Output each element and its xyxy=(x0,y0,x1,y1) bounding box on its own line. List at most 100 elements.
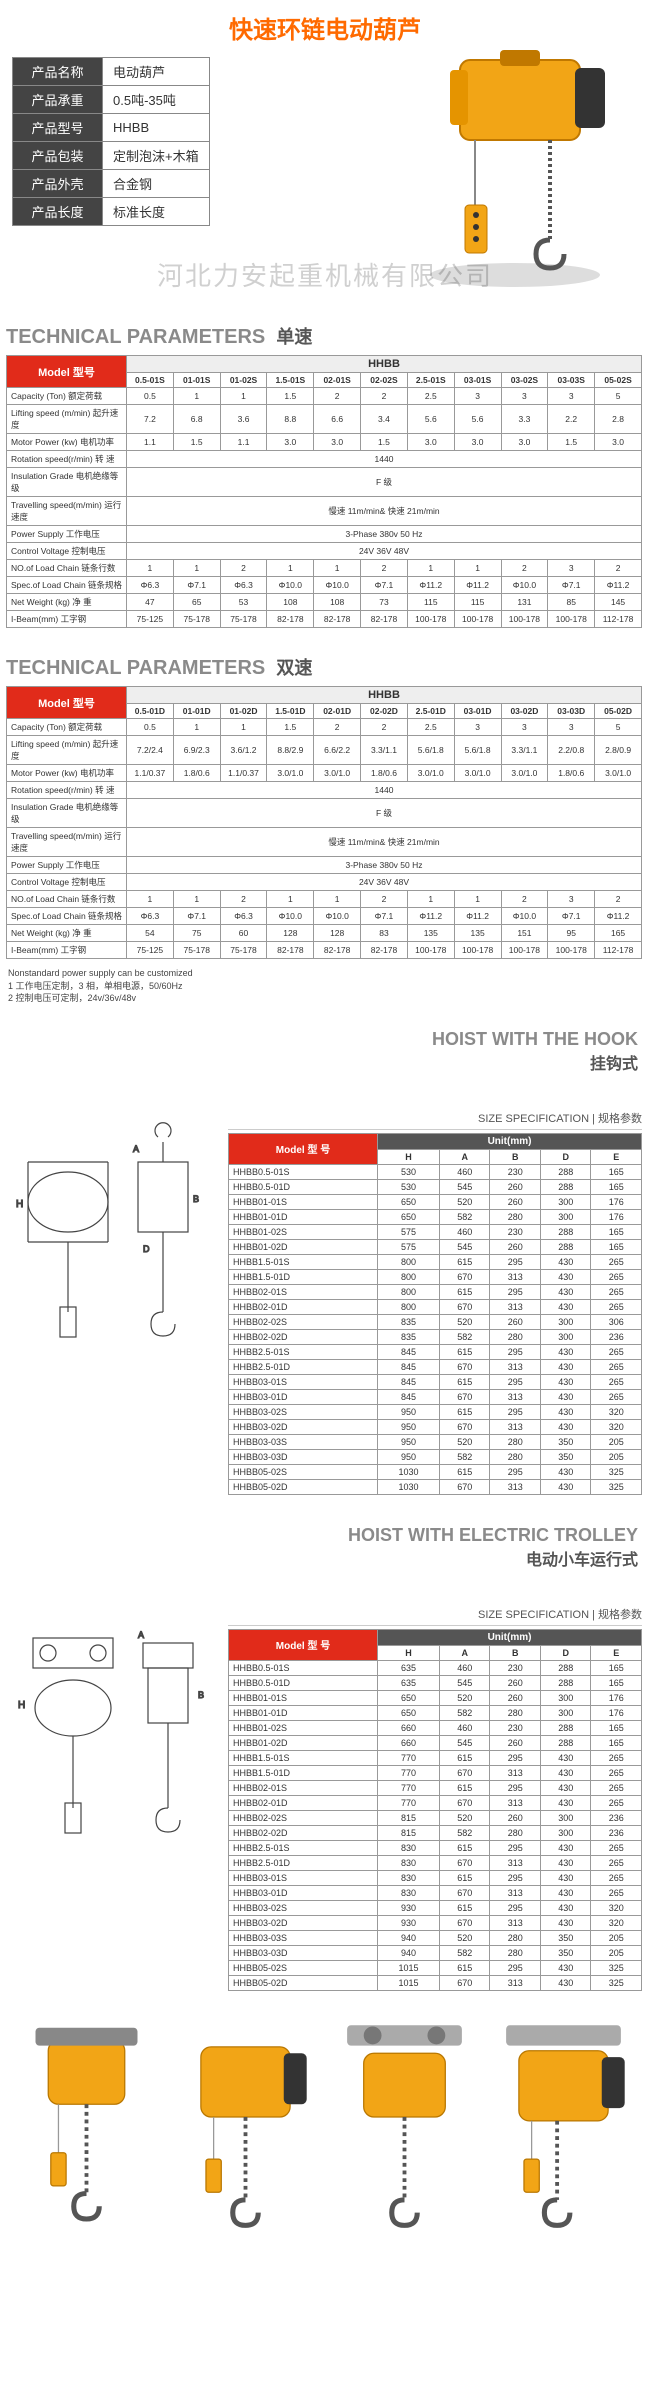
cell: 615 xyxy=(440,1900,490,1915)
cell: HHBB2.5-01D xyxy=(229,1855,378,1870)
cell: 313 xyxy=(490,1479,540,1494)
cell: 430 xyxy=(540,1284,590,1299)
row-label: Net Weight (kg) 净 重 xyxy=(7,594,127,611)
cell: 260 xyxy=(490,1735,540,1750)
cell: 582 xyxy=(440,1449,490,1464)
cell: HHBB02-01D xyxy=(229,1795,378,1810)
cell: 545 xyxy=(440,1735,490,1750)
cell: 3.3/1.1 xyxy=(501,736,548,765)
product-info-table: 产品名称电动葫芦产品承重0.5吨-35吨产品型号HHBB产品包装定制泡沫+木箱产… xyxy=(12,57,210,226)
unit-header: Unit(mm) xyxy=(378,1629,642,1645)
cell: HHBB05-02D xyxy=(229,1479,378,1494)
cell: 165 xyxy=(591,1720,642,1735)
cell: 265 xyxy=(591,1389,642,1404)
cell: 835 xyxy=(378,1314,440,1329)
cell: 145 xyxy=(595,594,642,611)
cell: 82-178 xyxy=(267,942,314,959)
info-val: 0.5吨-35吨 xyxy=(103,86,210,114)
cell: 135 xyxy=(454,925,501,942)
cell: 815 xyxy=(378,1825,440,1840)
cell: 830 xyxy=(378,1870,440,1885)
col-header: 1.5-01D xyxy=(267,704,314,719)
cell: 236 xyxy=(591,1810,642,1825)
cell: 1 xyxy=(454,560,501,577)
cell: 1440 xyxy=(127,782,642,799)
cell: Φ10.0 xyxy=(267,908,314,925)
cell: 82-178 xyxy=(314,942,361,959)
cell: 3 xyxy=(548,388,595,405)
cell: 60 xyxy=(220,925,267,942)
cell: 2 xyxy=(314,719,361,736)
cell: 2 xyxy=(361,560,408,577)
cell: 75-178 xyxy=(220,611,267,628)
row-label: Spec.of Load Chain 链条规格 xyxy=(7,577,127,594)
cell: 300 xyxy=(540,1690,590,1705)
cell: 5 xyxy=(595,388,642,405)
cell: 320 xyxy=(591,1404,642,1419)
cell: 313 xyxy=(490,1299,540,1314)
cell: 295 xyxy=(490,1344,540,1359)
cell: HHBB1.5-01D xyxy=(229,1269,378,1284)
cell: 830 xyxy=(378,1885,440,1900)
cell: HHBB03-03D xyxy=(229,1945,378,1960)
cell: 295 xyxy=(490,1374,540,1389)
cell: 520 xyxy=(440,1690,490,1705)
cell: HHBB02-02D xyxy=(229,1825,378,1840)
cell: 53 xyxy=(220,594,267,611)
col-header: 01-01S xyxy=(173,373,220,388)
cell: 3.0/1.0 xyxy=(314,765,361,782)
cell: 265 xyxy=(591,1359,642,1374)
cell: 3 xyxy=(454,719,501,736)
cell: 236 xyxy=(591,1329,642,1344)
cell: 260 xyxy=(490,1810,540,1825)
info-key: 产品包装 xyxy=(13,142,103,170)
cell: 83 xyxy=(361,925,408,942)
cell: 306 xyxy=(591,1314,642,1329)
model-header: Model 型 号 xyxy=(229,1133,378,1164)
cell: 6.9/2.3 xyxy=(173,736,220,765)
cell: 288 xyxy=(540,1224,590,1239)
cell: 2 xyxy=(595,560,642,577)
col-header: H xyxy=(378,1149,440,1164)
info-key: 产品外壳 xyxy=(13,170,103,198)
cell: 2.8/0.9 xyxy=(595,736,642,765)
cell: 265 xyxy=(591,1254,642,1269)
row-label: Rotation speed(r/min) 转 速 xyxy=(7,451,127,468)
cell: HHBB01-02S xyxy=(229,1224,378,1239)
cell: 3.6 xyxy=(220,405,267,434)
cell: 288 xyxy=(540,1720,590,1735)
cell: HHBB2.5-01S xyxy=(229,1840,378,1855)
col-header: 0.5-01S xyxy=(127,373,174,388)
cell: 280 xyxy=(490,1449,540,1464)
cell: 1.1 xyxy=(220,434,267,451)
cell: 108 xyxy=(267,594,314,611)
cell: 3 xyxy=(454,388,501,405)
cell: 300 xyxy=(540,1329,590,1344)
cell: 3.0/1.0 xyxy=(454,765,501,782)
cell: 3.3 xyxy=(501,405,548,434)
cell: 5.6 xyxy=(454,405,501,434)
cell: HHBB03-01D xyxy=(229,1389,378,1404)
col-header: 2.5-01D xyxy=(407,704,454,719)
cell: 2 xyxy=(220,560,267,577)
col-header: E xyxy=(591,1149,642,1164)
cell: Φ11.2 xyxy=(407,577,454,594)
cell: 770 xyxy=(378,1765,440,1780)
row-label: Travelling speed(m/min) 运行速度 xyxy=(7,497,127,526)
cell: 635 xyxy=(378,1660,440,1675)
cell: Φ10.0 xyxy=(314,577,361,594)
col-header: A xyxy=(440,1645,490,1660)
row-label: I-Beam(mm) 工字钢 xyxy=(7,611,127,628)
cell: HHBB2.5-01S xyxy=(229,1344,378,1359)
cell: 670 xyxy=(440,1299,490,1314)
cell: Φ11.2 xyxy=(407,908,454,925)
cell: 2 xyxy=(595,891,642,908)
cell: 2 xyxy=(501,891,548,908)
row-label: Power Supply 工作电压 xyxy=(7,526,127,543)
trolley-schematic: H A B xyxy=(8,1608,208,1868)
cell: 3.0 xyxy=(267,434,314,451)
trolley-size-label: SIZE SPECIFICATION | 规格参数 xyxy=(228,1606,642,1626)
cell: HHBB02-01S xyxy=(229,1284,378,1299)
cell: Φ6.3 xyxy=(127,908,174,925)
cell: 300 xyxy=(540,1314,590,1329)
